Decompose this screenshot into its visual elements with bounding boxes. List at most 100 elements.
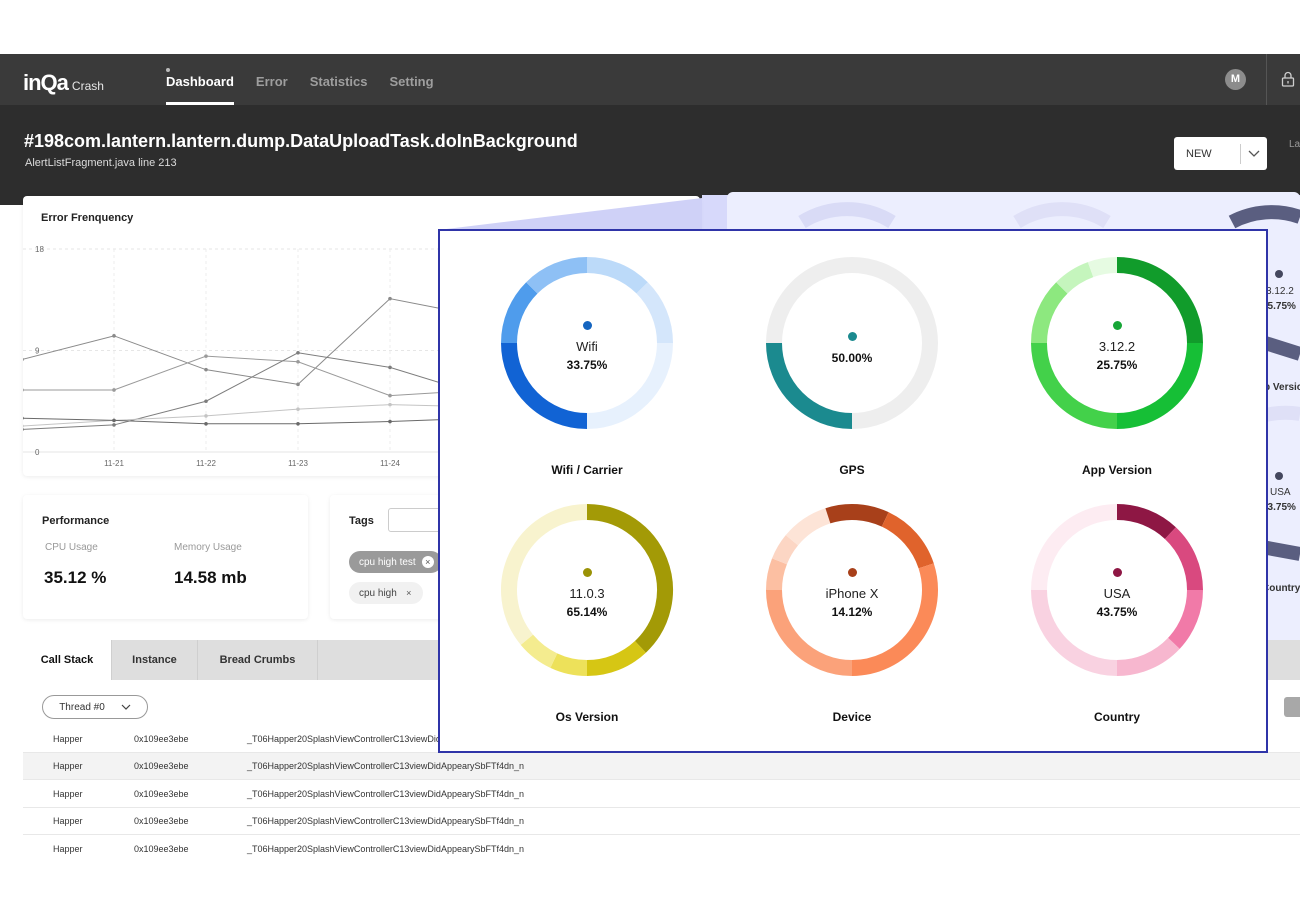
logo[interactable]: inQa Crash	[23, 66, 104, 96]
tag-chip[interactable]: cpu high ×	[349, 582, 423, 604]
page-subtitle: AlertListFragment.java line 213	[25, 157, 177, 169]
table-row[interactable]: Happer 0x109ee3ebe _T06Happer20SplashVie…	[23, 781, 1300, 808]
series-point	[296, 382, 300, 387]
donut-app-version[interactable]: 3.12.2 25.75% App Version	[1017, 255, 1217, 485]
zoom-wedge	[438, 198, 702, 230]
donut-percent: 25.75%	[1096, 358, 1138, 372]
donut-gps[interactable]: 50.00% GPS	[752, 255, 952, 485]
donut-segment	[1031, 589, 1118, 676]
donut-chart	[766, 257, 938, 429]
tag-chip[interactable]: cpu high test ×	[349, 551, 442, 573]
donut-segment	[881, 512, 934, 569]
series-point	[23, 388, 24, 392]
donut-value-name: 3.12.2	[1098, 339, 1136, 354]
donut-caption: Country	[1094, 710, 1140, 724]
status-select[interactable]: NEW	[1174, 137, 1267, 170]
donut-segment	[1116, 637, 1180, 676]
row-symbol: _T06Happer20SplashViewControllerC13viewD…	[247, 761, 524, 771]
row-module: Happer	[53, 816, 83, 826]
chevron-down-icon	[121, 704, 131, 710]
row-symbol: _T06Happer20SplashViewControllerC13viewD…	[247, 734, 524, 744]
y-tick-label: 18	[35, 245, 44, 254]
row-module: Happer	[53, 734, 83, 744]
donut-caption: App Version	[1081, 463, 1152, 477]
donut-percent: 43.75%	[1096, 605, 1138, 619]
cpu-usage-value: 35.12 %	[44, 568, 107, 587]
tag-label: cpu high	[359, 587, 397, 599]
donut-dot	[848, 332, 857, 341]
row-module: Happer	[53, 761, 83, 771]
row-module: Happer	[53, 844, 83, 854]
close-icon[interactable]: ×	[421, 556, 434, 568]
error-header: #198com.lantern.lantern.dump.DataUploadT…	[0, 105, 1300, 205]
series-point	[296, 422, 300, 426]
donut-percent: 14.12%	[831, 605, 873, 619]
donut-country[interactable]: USA 43.75% Country	[1017, 502, 1217, 732]
avatar[interactable]: M	[1225, 69, 1246, 90]
series-point	[296, 350, 300, 355]
table-row[interactable]: Happer 0x109ee3ebe _T06Happer20SplashVie…	[23, 808, 1300, 835]
donut-chart	[1031, 257, 1203, 429]
donut-segment	[586, 640, 646, 676]
donut-value-name: iPhone X	[825, 586, 879, 601]
donut-segment	[1031, 504, 1118, 591]
close-icon[interactable]: ×	[406, 588, 412, 598]
donut-segment	[1116, 504, 1176, 540]
donut-segment	[1087, 257, 1118, 278]
nav-tab-setting[interactable]: Setting	[389, 74, 434, 89]
table-row[interactable]: Happer 0x109ee3ebe _T06Happer20SplashVie…	[23, 753, 1300, 780]
series-point	[23, 416, 24, 420]
performance-card: Performance CPU Usage 35.12 % Memory Usa…	[23, 495, 308, 619]
peek-pct-2: 43.75%	[1262, 502, 1296, 513]
donut-segment	[1164, 527, 1203, 591]
lock-icon[interactable]	[1281, 71, 1295, 87]
peek-version-1: 3.12.2	[1266, 286, 1294, 297]
donut-segment	[851, 563, 938, 676]
nav-tab-error[interactable]: Error	[255, 74, 288, 89]
donut-segment	[636, 282, 673, 344]
row-symbol: _T06Happer20SplashViewControllerC13viewD…	[247, 844, 524, 854]
donut-value-name: 11.0.3	[569, 586, 605, 601]
series-point	[388, 365, 392, 370]
donut-segment	[586, 342, 673, 429]
series-point	[112, 423, 116, 427]
peek-dot-2	[1275, 472, 1283, 480]
donut-caption: Os Version	[555, 710, 619, 724]
tab-call-stack[interactable]: Call Stack	[23, 640, 112, 680]
series-point	[388, 393, 392, 398]
row-address: 0x109ee3ebe	[134, 816, 189, 826]
donut-segment	[1031, 282, 1068, 344]
top-nav: inQa Crash Dashboard Error Statistics Se…	[0, 54, 1300, 105]
donut-device[interactable]: iPhone X 14.12% Device	[752, 502, 952, 732]
tab-bread-crumbs[interactable]: Bread Crumbs	[198, 640, 318, 680]
tab-instance[interactable]: Instance	[112, 640, 198, 680]
series-line	[23, 417, 483, 425]
series-point	[112, 388, 116, 392]
thread-select[interactable]: Thread #0	[42, 695, 148, 719]
nav-tab-statistics[interactable]: Statistics	[309, 74, 368, 89]
x-tick-label: 11-24	[380, 459, 400, 468]
nav-tab-dashboard[interactable]: Dashboard	[166, 54, 234, 105]
table-row[interactable]: Happer 0x109ee3ebe _T06Happer20SplashVie…	[23, 836, 1300, 856]
donut-overlay-panel: Wifi 33.75% Wifi / Carrier 50.00% GPS 3.…	[438, 229, 1268, 753]
donut-dot	[583, 321, 592, 330]
x-tick-label: 11-22	[196, 459, 216, 468]
nav-tabs: Dashboard Error Statistics Setting	[166, 54, 434, 105]
series-point	[112, 334, 116, 338]
series-line	[23, 355, 483, 397]
thread-value: Thread #0	[59, 701, 105, 713]
donut-wifi-carrier[interactable]: Wifi 33.75% Wifi / Carrier	[487, 255, 687, 485]
copy-button[interactable]	[1284, 697, 1300, 717]
row-module: Happer	[53, 789, 83, 799]
donut-segment	[520, 634, 558, 668]
peek-pct-1: 25.75%	[1262, 301, 1296, 312]
series-point	[23, 358, 24, 362]
series-point	[296, 359, 300, 364]
donut-segment	[766, 558, 788, 591]
row-address: 0x109ee3ebe	[134, 844, 189, 854]
donut-os-version[interactable]: 11.0.3 65.14% Os Version	[487, 502, 687, 732]
memory-usage-label: Memory Usage	[174, 542, 242, 553]
row-symbol: _T06Happer20SplashViewControllerC13viewD…	[247, 816, 524, 826]
cpu-usage-label: CPU Usage	[45, 542, 98, 553]
donut-dot	[1113, 321, 1122, 330]
